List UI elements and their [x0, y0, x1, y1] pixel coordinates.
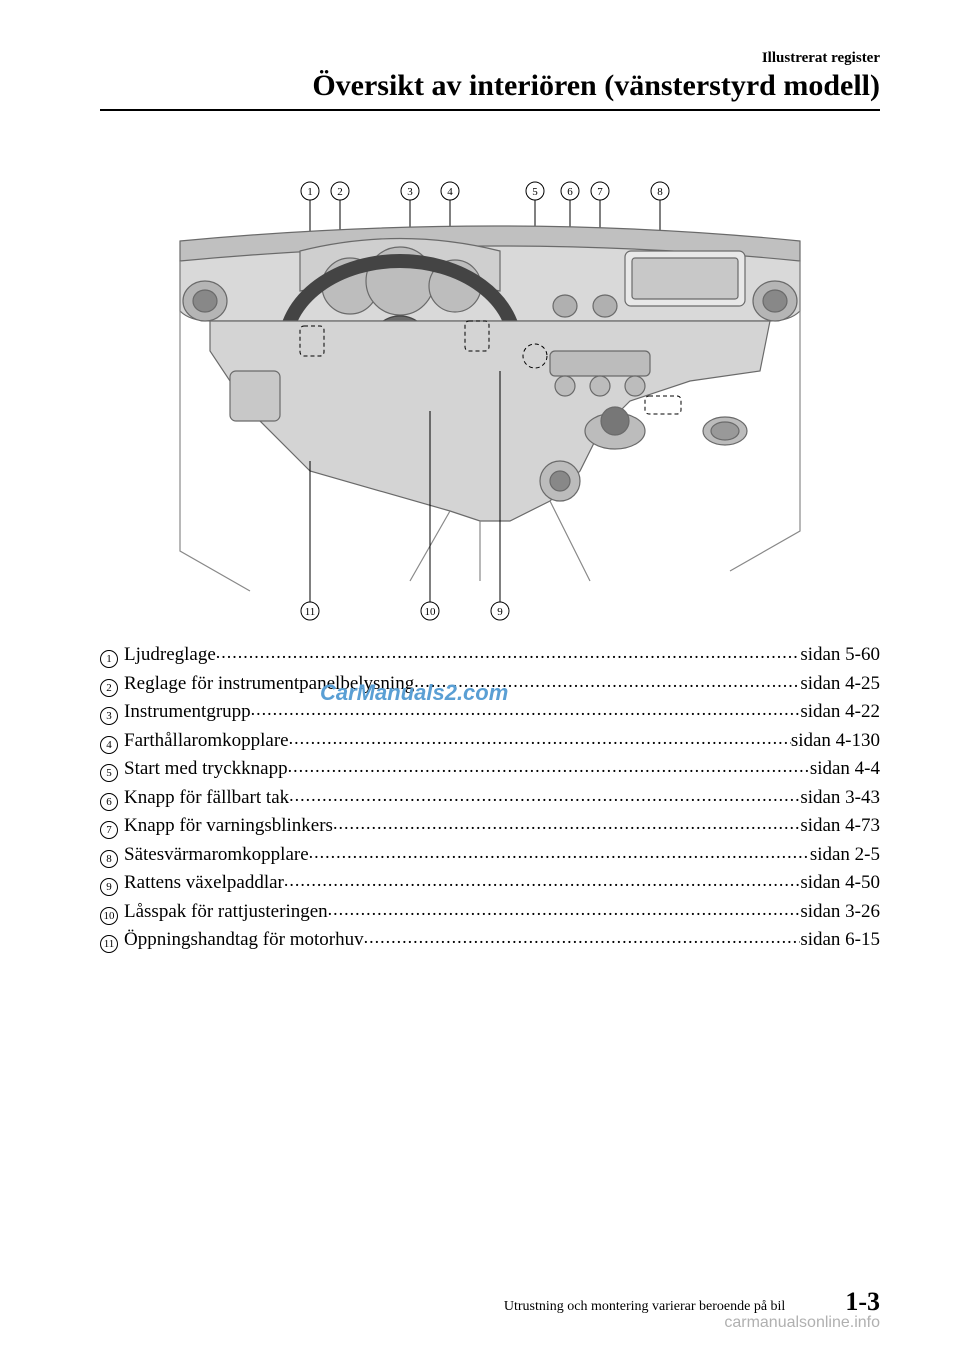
title-divider [100, 109, 880, 111]
callout-item: 10 Låsspak för rattjusteringen sidan 3-26 [100, 898, 880, 927]
page-header: Illustrerat register Översikt av interiö… [100, 50, 880, 111]
dashboard-figure: 1 2 3 4 5 6 7 8 [170, 171, 810, 631]
svg-text:5: 5 [532, 186, 538, 198]
svg-text:6: 6 [567, 186, 573, 198]
callout-item: 3 Instrumentgrupp sidan 4-22 [100, 698, 880, 727]
callout-item: 8 Sätesvärmaromkopplare sidan 2-5 [100, 841, 880, 870]
callout-page: sidan 4-25 [800, 670, 880, 699]
leader-dots [284, 869, 800, 894]
leader-dots [364, 926, 801, 951]
callout-label: Rattens växelpaddlar [124, 869, 284, 898]
callout-page: sidan 6-15 [800, 926, 880, 955]
leader-dots [216, 641, 801, 666]
callout-number-icon: 9 [100, 878, 118, 896]
callout-label: Reglage för instrumentpanelbelysning [124, 670, 414, 699]
dashboard-illustration: 1 2 3 4 5 6 7 8 [170, 171, 810, 631]
callout-label: Knapp för varningsblinkers [124, 812, 333, 841]
callout-number-icon: 2 [100, 679, 118, 697]
callout-item: 4 Farthållaromkopplare sidan 4-130 [100, 727, 880, 756]
callout-label: Låsspak för rattjusteringen [124, 898, 328, 927]
leader-dots [251, 698, 801, 723]
svg-text:3: 3 [407, 186, 413, 198]
callout-number-icon: 1 [100, 650, 118, 668]
callout-page: sidan 3-26 [800, 898, 880, 927]
callout-item: 1 Ljudreglage sidan 5-60 [100, 641, 880, 670]
callout-label: Start med tryckknapp [124, 755, 288, 784]
callout-label: Instrumentgrupp [124, 698, 251, 727]
callout-list: 1 Ljudreglage sidan 5-60 2 Reglage för inst… [100, 641, 880, 955]
callout-item: 5 Start med tryckknapp sidan 4-4 [100, 755, 880, 784]
callout-item: 11 Öppningshandtag för motorhuv sidan 6-15 [100, 926, 880, 955]
leader-dots [289, 727, 791, 752]
callout-item: 2 Reglage för instrumentpanelbelysning sid… [100, 670, 880, 699]
callout-number-icon: 10 [100, 907, 118, 925]
callout-item: 7 Knapp för varningsblinkers sidan 4-73 [100, 812, 880, 841]
svg-text:10: 10 [425, 606, 437, 618]
callout-number-icon: 11 [100, 935, 118, 953]
leader-dots [309, 841, 810, 866]
callout-page: sidan 4-22 [800, 698, 880, 727]
page-footer: Utrustning och montering varierar beroen… [100, 1287, 880, 1317]
callout-number-icon: 7 [100, 821, 118, 839]
callout-page: sidan 4-4 [810, 755, 880, 784]
leader-dots [333, 812, 800, 837]
callout-page: sidan 3-43 [800, 784, 880, 813]
leader-dots [288, 755, 810, 780]
callout-label: Öppningshandtag för motorhuv [124, 926, 364, 955]
callout-page: sidan 4-50 [800, 869, 880, 898]
callout-item: 6 Knapp för fällbart tak sidan 3-43 [100, 784, 880, 813]
page-title: Översikt av interiören (vänsterstyrd mod… [100, 69, 880, 103]
leader-dots [289, 784, 800, 809]
svg-text:9: 9 [497, 606, 503, 618]
leader-dots [328, 898, 801, 923]
callout-label: Sätesvärmaromkopplare [124, 841, 309, 870]
callout-number-icon: 8 [100, 850, 118, 868]
callout-number-icon: 3 [100, 707, 118, 725]
callout-label: Ljudreglage [124, 641, 216, 670]
callout-number-icon: 6 [100, 793, 118, 811]
callout-label: Knapp för fällbart tak [124, 784, 289, 813]
callout-label: Farthållaromkopplare [124, 727, 289, 756]
section-label: Illustrerat register [100, 50, 880, 67]
svg-text:11: 11 [305, 606, 316, 618]
callout-item: 9 Rattens växelpaddlar sidan 4-50 [100, 869, 880, 898]
callout-page: sidan 4-73 [800, 812, 880, 841]
footer-note: Utrustning och montering varierar beroen… [504, 1299, 785, 1315]
callout-page: sidan 2-5 [810, 841, 880, 870]
page-number: 1-3 [845, 1287, 880, 1317]
svg-text:7: 7 [597, 186, 603, 198]
callout-page: sidan 4-130 [791, 727, 880, 756]
callout-page: sidan 5-60 [800, 641, 880, 670]
callout-number-icon: 5 [100, 764, 118, 782]
svg-text:4: 4 [447, 186, 453, 198]
callout-number-icon: 4 [100, 736, 118, 754]
leader-dots [414, 670, 800, 695]
svg-text:1: 1 [307, 186, 313, 198]
svg-text:8: 8 [657, 186, 663, 198]
svg-text:2: 2 [337, 186, 343, 198]
